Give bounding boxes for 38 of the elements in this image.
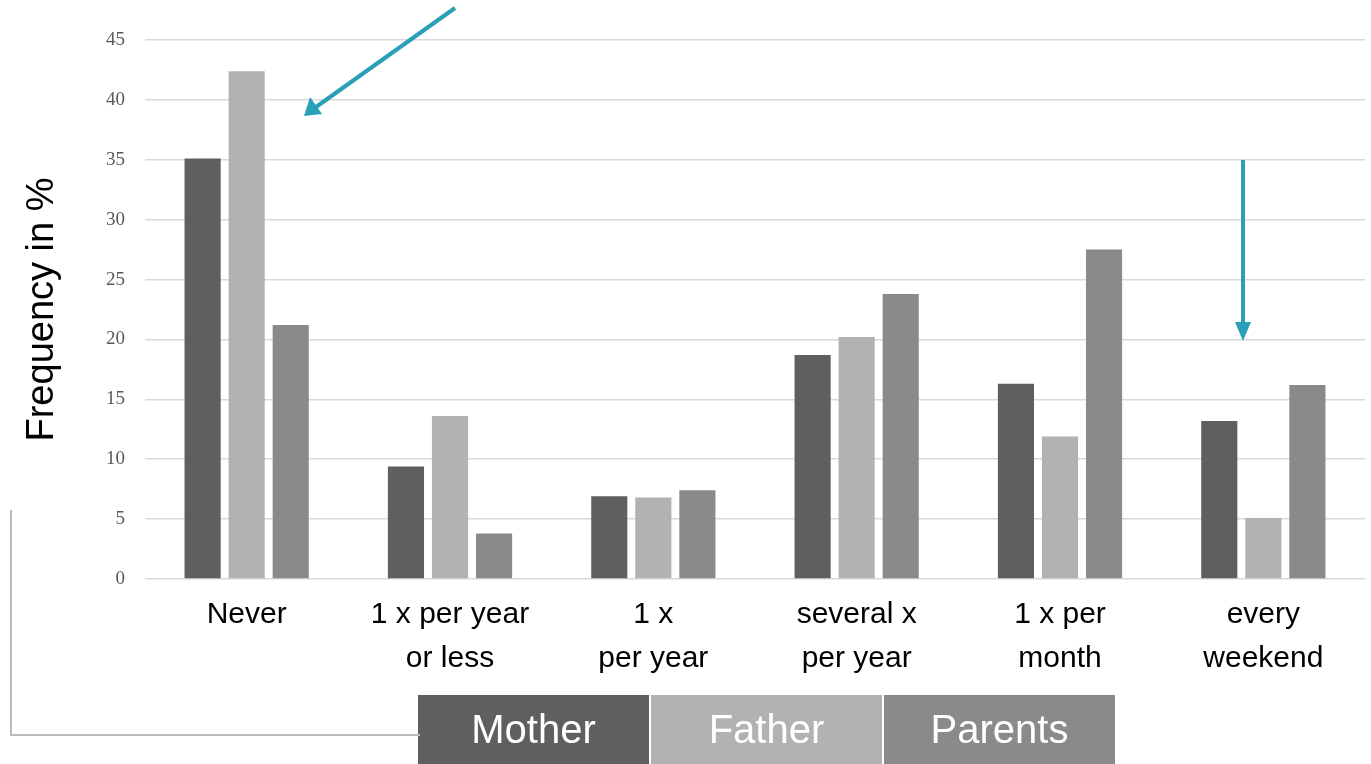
bar	[228, 71, 265, 579]
x-tick-label: several x per year	[796, 596, 917, 673]
bar	[882, 293, 919, 579]
bar	[387, 466, 425, 579]
x-tick-label: 1 x per year	[598, 596, 709, 673]
y-axis-title: Frequency in %	[19, 177, 62, 442]
bar	[635, 497, 672, 579]
bar	[838, 337, 875, 579]
x-tick-label: every weekend	[1202, 596, 1324, 673]
bar	[794, 355, 831, 579]
y-tick-label: 10	[106, 447, 125, 469]
bar	[997, 383, 1035, 579]
bar	[1289, 384, 1326, 579]
bar	[1041, 436, 1079, 579]
bar	[431, 416, 469, 579]
bar	[1085, 249, 1123, 579]
bar	[272, 325, 309, 579]
bar	[1245, 517, 1282, 579]
y-tick-label: 45	[106, 27, 125, 49]
x-tick-label: 1 x per month	[1014, 596, 1106, 673]
y-tick-label: 20	[106, 327, 125, 349]
text: Father	[651, 695, 882, 764]
y-tick-label: 0	[115, 566, 125, 588]
y-tick-label: 40	[106, 87, 125, 109]
x-tick-label: 1 x per year or less	[370, 596, 530, 673]
y-tick-label: 30	[106, 207, 125, 229]
y-tick-label: 35	[106, 147, 125, 169]
y-tick-label: 5	[115, 507, 125, 529]
bar	[591, 496, 628, 579]
text: Mother	[418, 695, 649, 764]
y-tick-label: 25	[106, 267, 125, 289]
y-tick-label: 15	[106, 387, 125, 409]
bar	[184, 158, 221, 579]
text: Parents	[884, 695, 1115, 764]
bar	[475, 533, 513, 579]
x-tick-label: Never	[206, 596, 287, 630]
bar	[1201, 420, 1238, 579]
bar	[679, 490, 716, 579]
